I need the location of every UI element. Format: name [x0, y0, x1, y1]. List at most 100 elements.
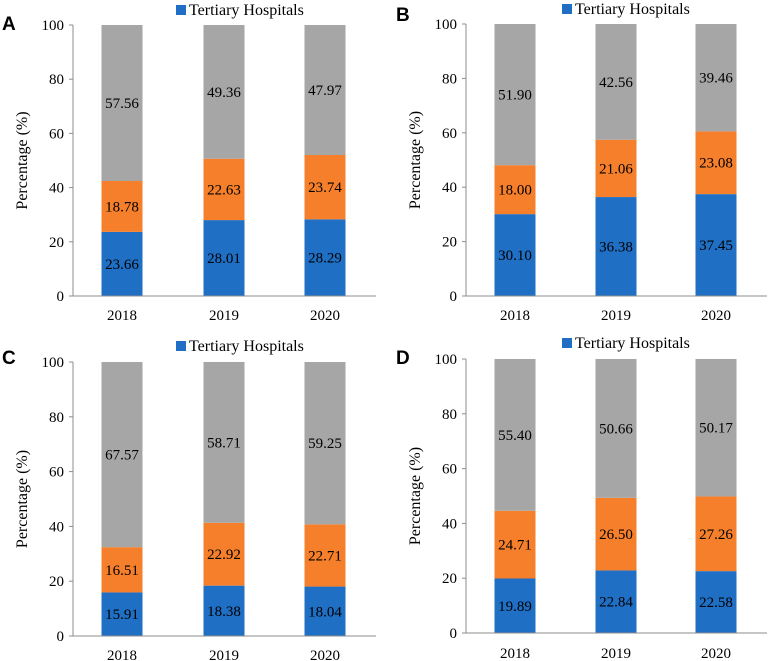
bar-segment-tertiary-2019 [203, 220, 245, 296]
data-label: 67.57 [105, 448, 139, 464]
data-label: 23.08 [699, 156, 733, 172]
data-label: 22.92 [207, 547, 241, 563]
data-label: 18.00 [498, 183, 532, 199]
data-label: 26.50 [599, 527, 633, 543]
legend-label: Tertiary Hospitals [189, 338, 304, 355]
bar-segment-tertiary-2020 [695, 194, 737, 296]
data-label: 50.66 [599, 421, 633, 437]
legend-label: Tertiary Hospitals [189, 2, 304, 19]
y-tick-label: 100 [42, 18, 65, 34]
legend-swatch-tertiary [176, 5, 186, 15]
y-tick-label: 60 [442, 462, 457, 478]
data-label: 23.66 [105, 257, 139, 273]
bar-segment-tertiary-2019 [595, 197, 637, 296]
y-tick-label: 20 [49, 235, 64, 251]
bar-segment-tertiary-2018 [101, 592, 143, 636]
bar-segment-primary-2018 [494, 24, 536, 166]
y-tick-label: 80 [442, 71, 457, 87]
y-tick-label: 100 [435, 352, 458, 368]
bar-segment-tertiary-2019 [595, 570, 637, 633]
data-label: 18.04 [308, 604, 342, 620]
panel-b: B Tertiary Hospitals Percentage (%) 0 20 40 60… [396, 1, 767, 324]
y-axis-label: Percentage (%) [14, 111, 31, 209]
y-tick-label: 40 [49, 519, 64, 535]
bar-segment-primary-2018 [101, 362, 143, 548]
bar-segment-primary-2018 [101, 25, 143, 181]
y-tick-label: 80 [442, 407, 457, 423]
data-label: 57.56 [105, 96, 139, 112]
bar-segment-tertiary-2020 [304, 219, 346, 296]
bar-segment-primary-2019 [203, 361, 245, 523]
data-label: 22.71 [308, 548, 342, 564]
data-label: 23.74 [308, 180, 342, 196]
data-label: 55.40 [498, 428, 532, 444]
x-tick-label: 2018 [107, 308, 137, 324]
data-label: 18.38 [207, 604, 241, 620]
bar-segment-primary-2020 [304, 25, 346, 155]
bar-segment-secondary-2018 [101, 180, 143, 232]
bar-segment-tertiary-2018 [494, 214, 536, 296]
data-label: 19.89 [498, 599, 532, 615]
bar-segment-secondary-2019 [203, 522, 245, 586]
bar-segment-tertiary-2018 [494, 578, 536, 633]
bar-segment-secondary-2019 [595, 139, 637, 198]
bar-segment-tertiary-2019 [203, 585, 245, 636]
y-axis-label: Percentage (%) [14, 450, 31, 548]
data-label: 30.10 [498, 248, 532, 264]
x-tick-label: 2019 [601, 308, 631, 324]
x-tick-label: 2018 [500, 646, 530, 661]
x-tick-label: 2019 [209, 308, 239, 324]
legend-swatch-tertiary [562, 4, 572, 14]
bar-segment-primary-2019 [595, 24, 637, 140]
y-axis-label: Percentage (%) [407, 111, 424, 209]
legend-swatch-tertiary [176, 341, 186, 351]
bar-segment-secondary-2020 [695, 496, 737, 572]
bar-segment-tertiary-2020 [695, 571, 737, 633]
data-label: 22.63 [207, 182, 241, 198]
bar-segment-secondary-2019 [203, 158, 245, 221]
y-tick-label: 20 [49, 574, 64, 590]
bar-segment-secondary-2019 [595, 497, 637, 571]
data-label: 22.84 [599, 595, 633, 611]
data-label: 59.25 [308, 436, 342, 452]
bar-segment-primary-2019 [203, 25, 245, 159]
y-tick-label: 0 [450, 626, 458, 642]
bar-segment-secondary-2020 [304, 524, 346, 587]
y-tick-label: 0 [57, 629, 65, 645]
bar-segment-primary-2020 [695, 24, 737, 132]
y-tick-label: 80 [49, 410, 64, 426]
y-tick-label: 60 [442, 126, 457, 142]
bar-segment-primary-2020 [695, 358, 737, 497]
bar-segment-primary-2019 [595, 359, 637, 498]
data-label: 22.58 [699, 595, 733, 611]
y-tick-label: 100 [42, 355, 65, 371]
legend-label: Tertiary Hospitals [575, 1, 690, 18]
y-tick-label: 100 [435, 17, 458, 33]
panel-letter-a: A [2, 14, 16, 35]
data-label: 24.71 [498, 538, 532, 554]
x-tick-label: 2020 [310, 308, 340, 324]
data-label: 58.71 [207, 435, 241, 451]
y-tick-label: 40 [442, 516, 457, 532]
y-tick-label: 20 [442, 235, 457, 251]
bar-segment-primary-2020 [304, 362, 346, 525]
data-label: 28.29 [308, 251, 342, 267]
panel-a: A Tertiary Hospitals Percentage (%) 0 20 40 60… [2, 2, 376, 324]
bar-segment-secondary-2020 [695, 131, 737, 195]
y-tick-label: 0 [57, 289, 65, 305]
data-label: 21.06 [599, 161, 633, 177]
bar-segment-tertiary-2020 [304, 586, 346, 636]
data-label: 37.45 [699, 238, 733, 254]
data-label: 18.78 [105, 199, 139, 215]
y-tick-label: 80 [49, 72, 64, 88]
data-label: 36.38 [599, 240, 633, 256]
panel-letter-b: B [396, 5, 410, 26]
bar-segment-secondary-2018 [494, 165, 536, 215]
data-label: 49.36 [207, 85, 241, 101]
panel-d: D Tertiary Hospitals Percentage (%) 0 20 40 60… [396, 335, 767, 661]
y-tick-label: 40 [442, 180, 457, 196]
x-tick-label: 2020 [701, 646, 731, 661]
data-label: 47.97 [308, 83, 342, 99]
panel-c: C Tertiary Hospitals Percentage (%) 0 20 40 60… [2, 338, 376, 661]
